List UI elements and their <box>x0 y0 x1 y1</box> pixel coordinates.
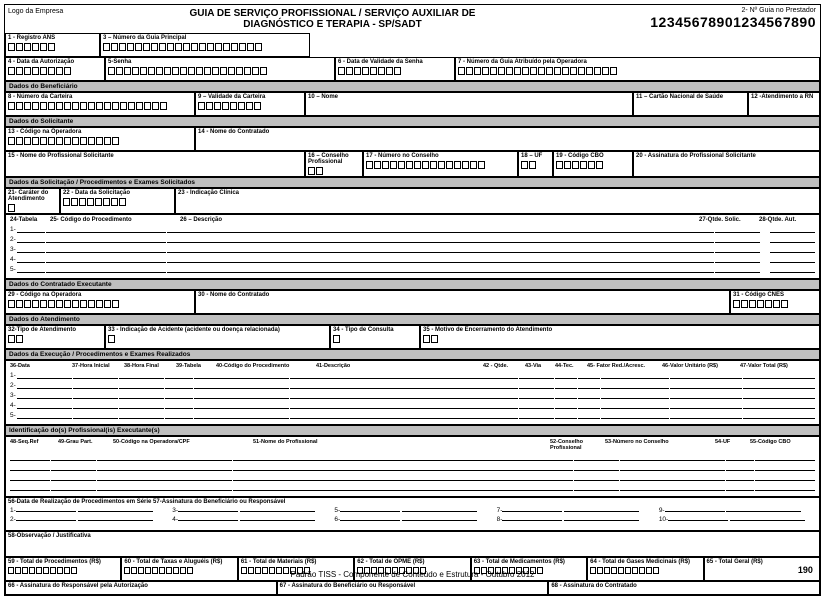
section-beneficiario: Dados do Beneficiário <box>5 81 820 92</box>
field-66: 66 - Assinatura do Responsável pela Auto… <box>5 581 277 595</box>
field-56-57: 56-Data de Realização de Procedimentos e… <box>5 497 820 531</box>
exec-table: 36-Data 37-Hora Inicial 38-Hora Final 39… <box>5 360 820 425</box>
field-33: 33 - Indicação de Acidente (acidente ou … <box>105 325 330 349</box>
field-68: 68 - Assinatura do Contratado <box>548 581 820 595</box>
field-17: 17 - Número no Conselho <box>363 151 518 177</box>
field-23: 23 - Indicação Clínica <box>175 188 820 214</box>
form-title: GUIA DE SERVIÇO PROFISSIONAL / SERVIÇO A… <box>95 5 570 33</box>
guia-number: 12345678901234567890 <box>650 14 816 30</box>
field-6: 6 - Data de Validade da Senha <box>335 57 455 81</box>
field-30: 30 - Nome do Contratado <box>195 290 730 314</box>
title-line2: DIAGNÓSTICO E TERAPIA - SP/SADT <box>95 19 570 30</box>
field-13: 13 - Código na Operadora <box>5 127 195 151</box>
field-8: 8 - Número da Carteira <box>5 92 195 116</box>
field-11: 11 – Cartão Nacional de Saúde <box>633 92 748 116</box>
field-7: 7 - Número da Guia Atribuído pela Operad… <box>455 57 820 81</box>
field-32: 32-Tipo de Atendimento <box>5 325 105 349</box>
field-10: 10 – Nome <box>305 92 633 116</box>
section-solicitante: Dados do Solicitante <box>5 116 820 127</box>
field-1: 1 - Registro ANS <box>5 33 100 57</box>
field-9: 9 – Validade da Carteira <box>195 92 305 116</box>
field-4: 4 - Data da Autorização <box>5 57 105 81</box>
proc-table: 24-Tabela 25- Código do Procedimento 26 … <box>5 214 820 279</box>
field-60: 60 - Total de Taxas e Aluguéis (R$) <box>121 557 237 581</box>
field-64: 64 - Total de Gases Medicinais (R$) <box>587 557 703 581</box>
field-67: 67 - Assinatura do Beneficiário ou Respo… <box>277 581 549 595</box>
prof-table: 48-Seq.Ref 49-Grau Part. 50-Código na Op… <box>5 436 820 497</box>
field-29: 29 - Código na Operadora <box>5 290 195 314</box>
field-35: 35 - Motivo de Encerramento do Atendimen… <box>420 325 820 349</box>
logo-placeholder: Logo da Empresa <box>5 5 95 18</box>
field-61: 61 - Total de Materiais (R$) <box>238 557 354 581</box>
field-59: 59 - Total de Procedimentos (R$) <box>5 557 121 581</box>
field-21: 21- Caráter do Atendimento <box>5 188 60 214</box>
field-3: 3 – Número da Guia Principal <box>100 33 310 57</box>
guia-number-block: 2- Nº Guia no Prestador 1234567890123456… <box>570 5 820 32</box>
field2-label: 2- Nº Guia no Prestador <box>741 7 816 14</box>
section-exec: Dados da Execução / Procedimentos e Exam… <box>5 349 820 360</box>
section-prof: Identificação do(s) Profissional(is) Exe… <box>5 425 820 436</box>
section-contratado: Dados do Contratado Executante <box>5 279 820 290</box>
title-line1: GUIA DE SERVIÇO PROFISSIONAL / SERVIÇO A… <box>95 8 570 19</box>
field-31: 31 - Código CNES <box>730 290 820 314</box>
total-geral-value: 190 <box>707 565 817 575</box>
guia-form: Logo da Empresa GUIA DE SERVIÇO PROFISSI… <box>4 4 821 596</box>
field-20: 20 - Assinatura do Profissional Solicita… <box>633 151 820 177</box>
header: Logo da Empresa GUIA DE SERVIÇO PROFISSI… <box>5 5 820 33</box>
field-34: 34 - Tipo de Consulta <box>330 325 420 349</box>
field-63: 63 - Total de Medicamentos (R$) <box>471 557 587 581</box>
section-atend: Dados do Atendimento <box>5 314 820 325</box>
field-22: 22 - Data da Solicitação <box>60 188 175 214</box>
field-5: 5-Senha <box>105 57 335 81</box>
field-65: 65 - Total Geral (R$) 190 <box>704 557 820 581</box>
field-14: 14 - Nome do Contratado <box>195 127 820 151</box>
field-12: 12 -Atendimento a RN <box>748 92 820 116</box>
field-19: 19 - Código CBO <box>553 151 633 177</box>
field-62: 62 - Total de OPME (R$) <box>354 557 470 581</box>
field-58: 58-Observação / Justificativa <box>5 531 820 557</box>
section-solicit: Dados da Solicitação / Procedimentos e E… <box>5 177 820 188</box>
field-18: 18 – UF <box>518 151 553 177</box>
proc-rows: 1- 2- 3- 4- 5- <box>8 224 817 276</box>
field-15: 15 - Nome do Profissional Solicitante <box>5 151 305 177</box>
field-16: 16 – Conselho Profissional <box>305 151 363 177</box>
